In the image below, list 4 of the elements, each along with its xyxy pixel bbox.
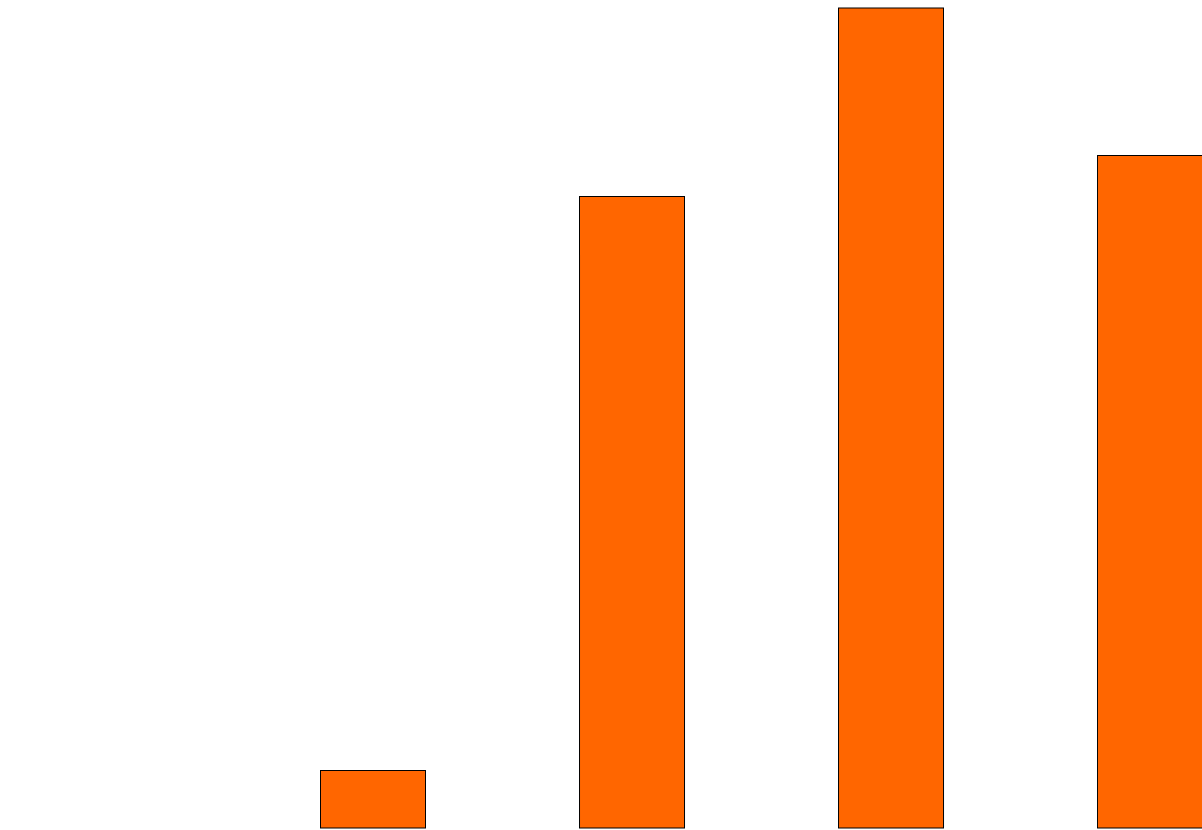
bar	[579, 196, 686, 829]
bar	[1097, 155, 1202, 829]
bar	[838, 7, 945, 829]
bar	[320, 770, 427, 829]
